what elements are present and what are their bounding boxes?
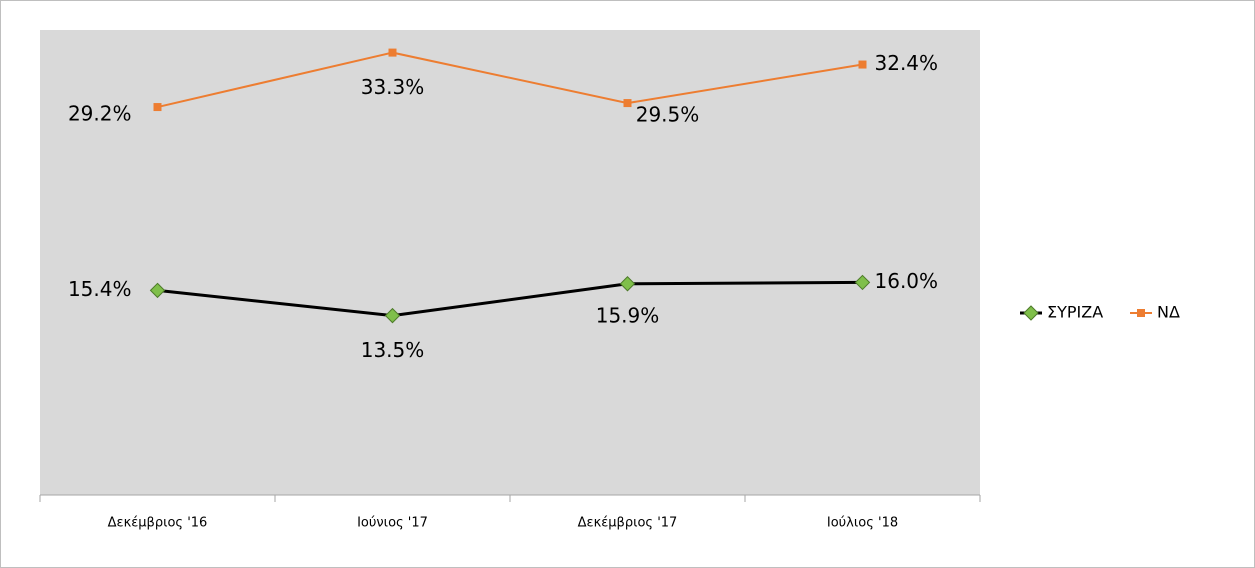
data-label: 33.3% — [361, 75, 425, 99]
x-tick-label: Ιούνιος '17 — [357, 516, 428, 531]
marker — [149, 282, 166, 299]
marker — [854, 274, 871, 291]
data-label: 15.4% — [68, 277, 132, 301]
x-tick-label: Δεκέμβριος '16 — [108, 516, 208, 531]
plot-area — [40, 30, 980, 495]
marker — [858, 60, 867, 69]
x-tick-label: Ιούλιος '18 — [827, 516, 898, 531]
data-label: 16.0% — [875, 269, 939, 293]
data-label: 13.5% — [361, 338, 425, 362]
data-label: 29.2% — [68, 102, 132, 126]
marker — [1023, 305, 1039, 321]
data-label: 32.4% — [875, 51, 939, 75]
marker — [153, 103, 162, 112]
legend-label: ΣΥΡΙΖΑ — [1047, 303, 1103, 322]
marker — [623, 99, 632, 108]
x-tick-label: Δεκέμβριος '17 — [578, 516, 678, 531]
series-line — [157, 280, 863, 318]
marker — [384, 307, 401, 324]
marker — [619, 276, 636, 292]
data-label: 29.5% — [636, 103, 700, 127]
marker — [1137, 309, 1145, 317]
marker — [388, 48, 397, 57]
series-line — [157, 51, 863, 109]
data-label: 15.9% — [596, 303, 660, 327]
legend-label: ΝΔ — [1157, 303, 1180, 322]
